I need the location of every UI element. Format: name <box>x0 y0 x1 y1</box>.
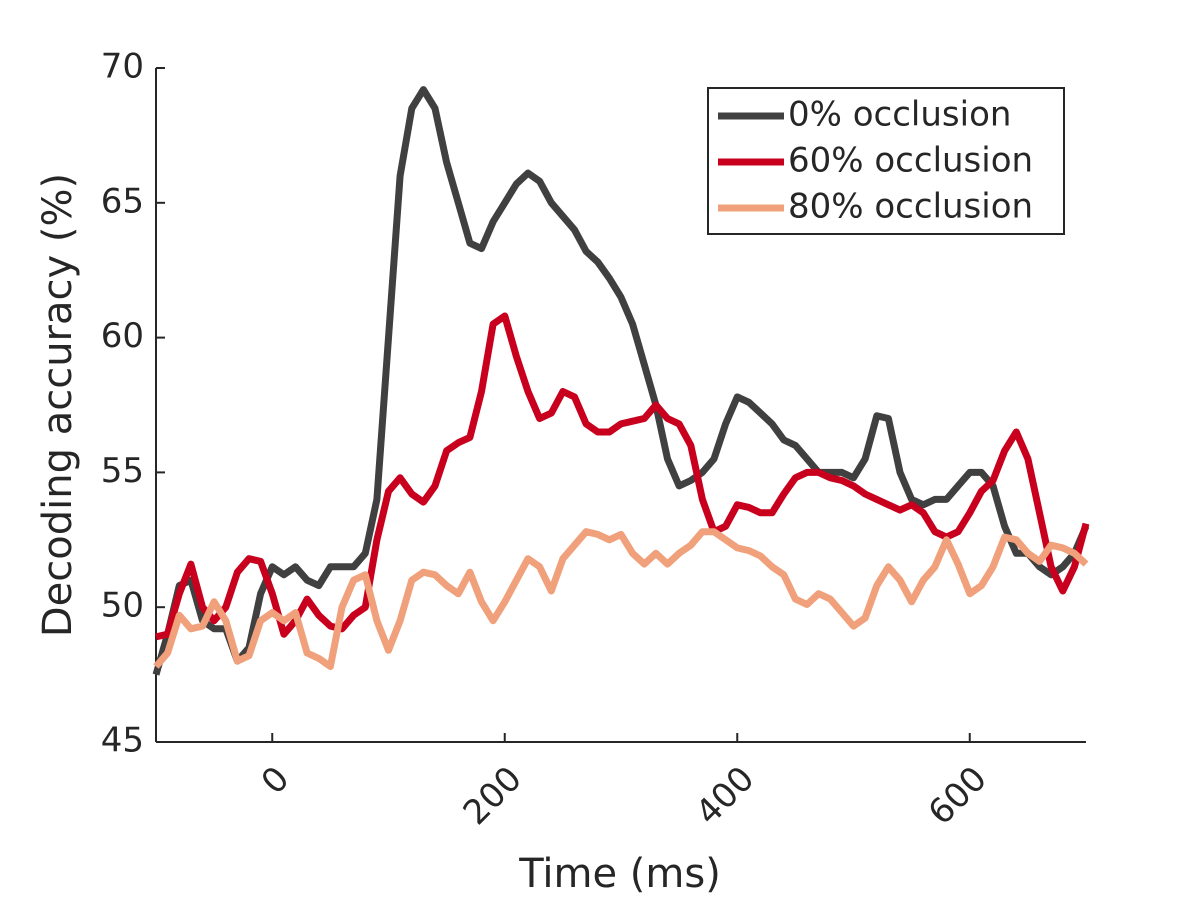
data-line <box>153 528 1089 670</box>
y-axis-label: Decoding accuracy (%) <box>35 173 81 637</box>
legend-label: 60% occlusion <box>788 141 1033 181</box>
y-tick-label: 60 <box>101 316 144 356</box>
x-tick-label: 200 <box>456 759 530 833</box>
legend-label: 0% occlusion <box>788 95 1011 135</box>
legend-label: 80% occlusion <box>788 187 1033 227</box>
data-line <box>155 312 1090 641</box>
y-tick-label: 65 <box>101 181 144 221</box>
x-axis-label: Time (ms) <box>518 851 721 897</box>
y-tick-label: 70 <box>101 47 144 87</box>
y-tick-label: 50 <box>101 586 144 626</box>
data-line <box>152 86 1090 676</box>
y-tick-label: 45 <box>101 721 144 761</box>
y-tick-label: 55 <box>101 451 144 491</box>
x-tick-label: 600 <box>921 759 995 833</box>
x-tick-label: 0 <box>254 759 298 803</box>
x-tick-label: 400 <box>688 759 762 833</box>
